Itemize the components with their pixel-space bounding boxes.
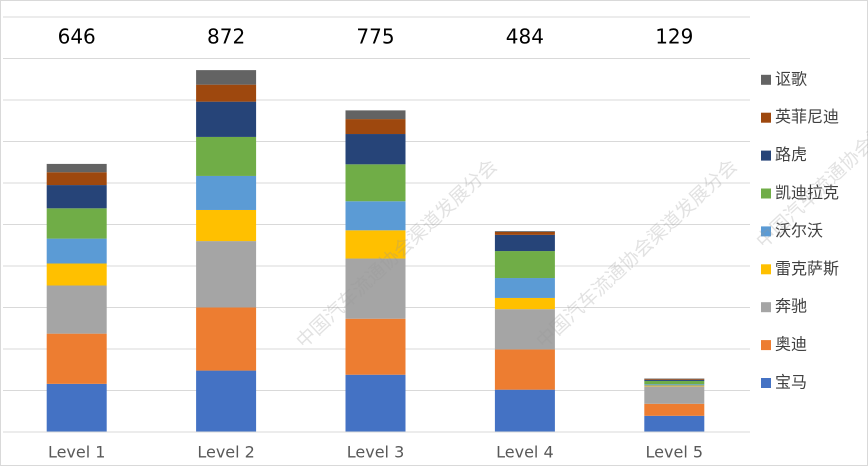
bar-segment bbox=[196, 209, 257, 242]
bar-segment bbox=[46, 238, 107, 264]
bar-segment bbox=[196, 175, 257, 210]
bar-segment bbox=[644, 386, 705, 404]
bar-segment bbox=[196, 241, 257, 308]
bar-segment bbox=[196, 70, 257, 85]
legend-label: 沃尔沃 bbox=[775, 221, 823, 240]
bar-segment bbox=[46, 333, 107, 384]
legend-swatch bbox=[761, 74, 771, 85]
bar-segment bbox=[644, 378, 705, 380]
total-label: 646 bbox=[58, 25, 96, 49]
bar-segment bbox=[345, 374, 406, 432]
x-tick-label: Level 1 bbox=[48, 443, 106, 462]
legend-swatch bbox=[761, 150, 771, 161]
bar-segment bbox=[345, 318, 406, 375]
bar-segment bbox=[46, 185, 107, 209]
legend-label: 奔驰 bbox=[775, 297, 807, 316]
bar-segment bbox=[494, 309, 555, 350]
total-label: 775 bbox=[356, 25, 394, 49]
x-tick-label: Level 2 bbox=[197, 443, 255, 462]
bar-segment bbox=[345, 119, 406, 135]
bar-segment bbox=[46, 263, 107, 286]
bar-segment bbox=[494, 251, 555, 279]
bar-segment bbox=[46, 172, 107, 186]
legend-swatch bbox=[761, 112, 771, 123]
legend-swatch bbox=[761, 188, 771, 199]
bar-segment bbox=[345, 110, 406, 120]
bar-segment bbox=[494, 231, 555, 232]
bar-segment bbox=[345, 230, 406, 259]
bar-segment bbox=[494, 389, 555, 432]
legend-label: 宝马 bbox=[775, 373, 807, 392]
x-tick-label: Level 3 bbox=[347, 443, 405, 462]
bar-segment bbox=[196, 307, 257, 371]
bar-segment bbox=[494, 231, 555, 235]
legend-label: 讴歌 bbox=[775, 69, 807, 88]
bar-segment bbox=[644, 385, 705, 387]
bar-segment bbox=[196, 101, 257, 137]
bar-segment bbox=[644, 380, 705, 385]
bar-segment bbox=[644, 384, 705, 386]
bar-segment bbox=[494, 297, 555, 310]
bar-segment bbox=[345, 258, 406, 319]
bar-segment bbox=[345, 201, 406, 231]
bar-segment bbox=[46, 285, 107, 334]
bar-segment bbox=[46, 163, 107, 173]
bar-segment bbox=[644, 415, 705, 432]
legend-label: 凯迪拉克 bbox=[775, 183, 839, 202]
total-label: 129 bbox=[655, 25, 693, 49]
legend-swatch bbox=[761, 302, 771, 313]
x-tick-label: Level 4 bbox=[496, 443, 554, 462]
bar-segment bbox=[644, 379, 705, 381]
bar-segment bbox=[494, 278, 555, 298]
bar-segment bbox=[345, 134, 406, 165]
bar-segment bbox=[494, 234, 555, 252]
x-tick-label: Level 5 bbox=[646, 443, 704, 462]
legend-swatch bbox=[761, 264, 771, 275]
total-label: 484 bbox=[506, 25, 544, 49]
bar-segment bbox=[644, 403, 705, 416]
legend-swatch bbox=[761, 340, 771, 351]
total-label: 872 bbox=[207, 25, 245, 49]
bar-segment bbox=[196, 136, 257, 176]
legend-label: 路虎 bbox=[775, 145, 807, 164]
bar-segment bbox=[494, 349, 555, 390]
legend-label: 雷克萨斯 bbox=[775, 259, 839, 278]
legend-swatch bbox=[761, 226, 771, 237]
bar-segment bbox=[345, 164, 406, 202]
bar-segment bbox=[46, 383, 107, 432]
legend-swatch bbox=[761, 378, 771, 388]
bar-segment bbox=[46, 208, 107, 239]
legend-label: 英菲尼迪 bbox=[775, 107, 839, 126]
bar-segment bbox=[196, 84, 257, 102]
bar-segment bbox=[196, 370, 257, 432]
legend-label: 奥迪 bbox=[775, 335, 807, 354]
